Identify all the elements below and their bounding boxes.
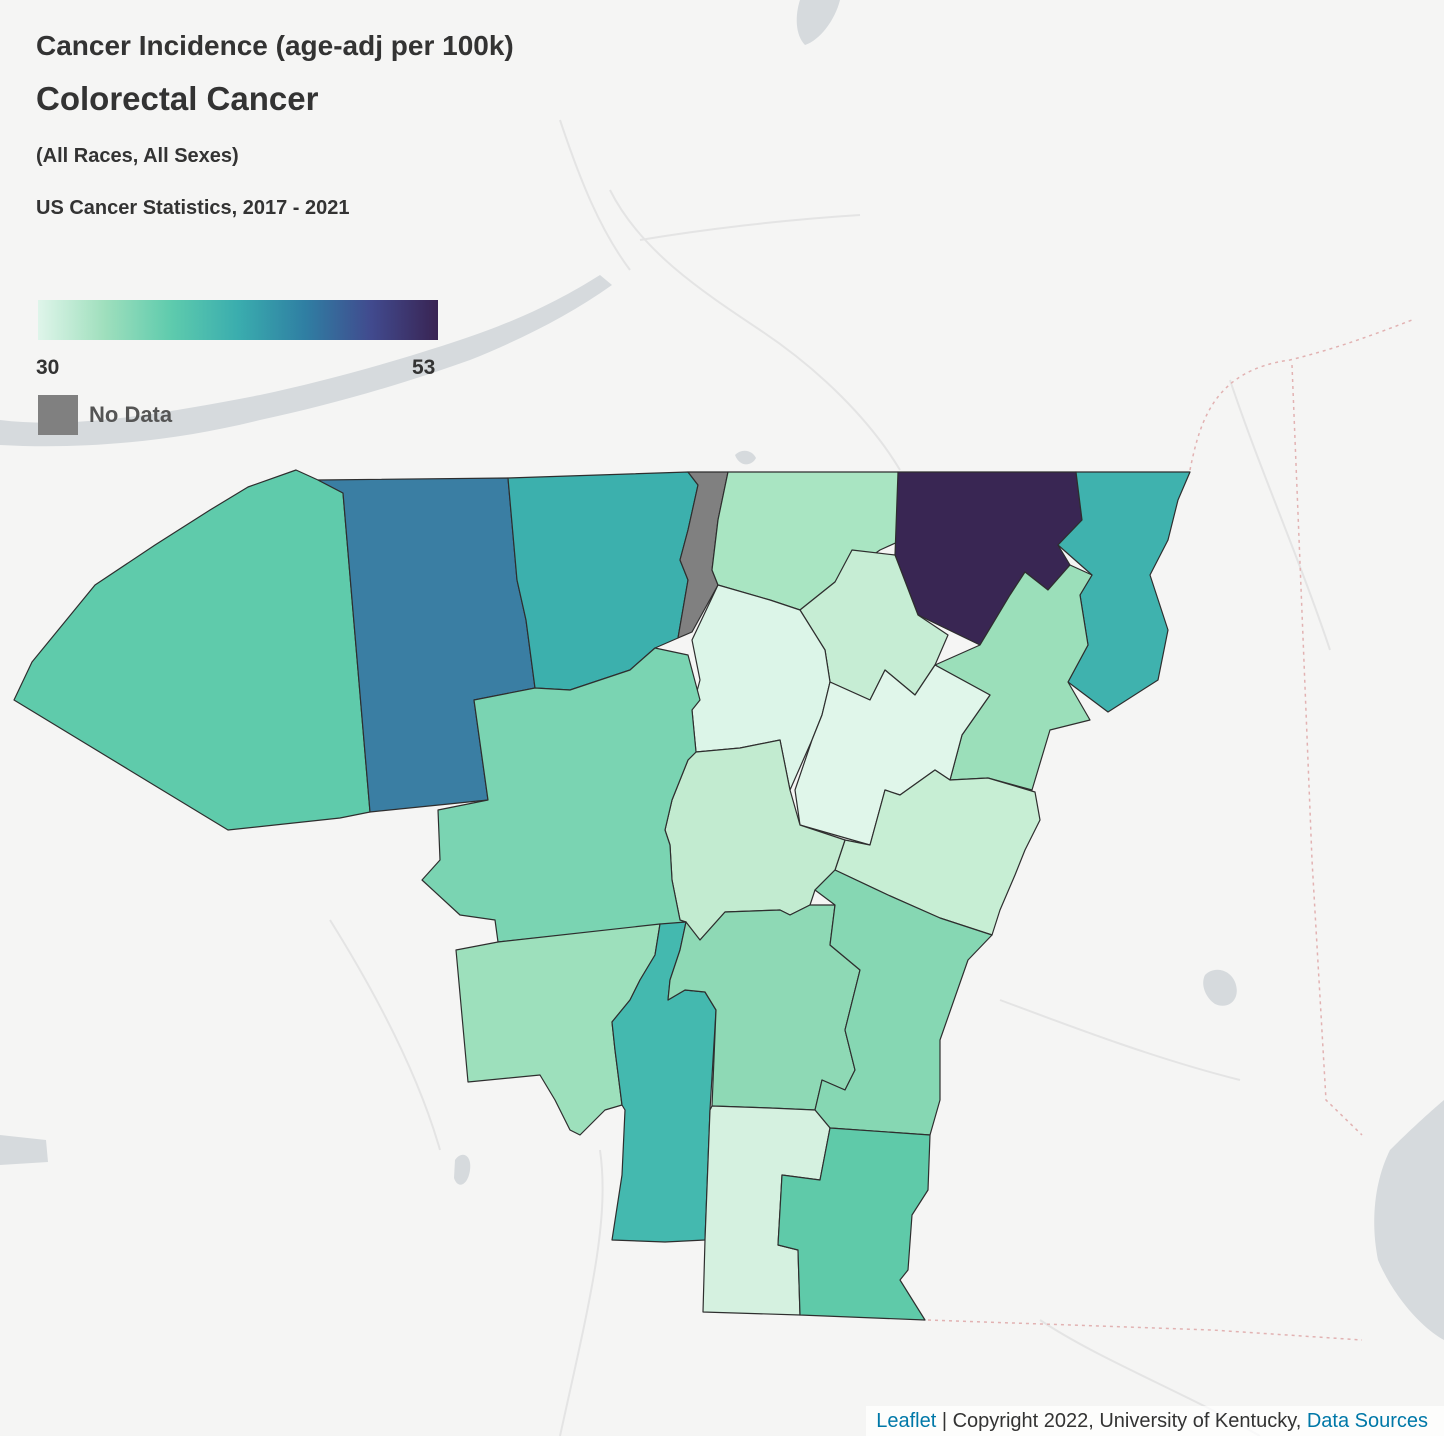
county-northeast-edge[interactable]	[1057, 471, 1191, 713]
county-layer	[13, 469, 1191, 1321]
basemap-roads	[329, 119, 1331, 1436]
ramp-min-label: 30	[36, 356, 60, 379]
ramp-max-label: 53	[412, 356, 436, 379]
cancer-type-title: Colorectal Cancer	[36, 80, 319, 117]
map-attribution: Leaflet | Copyright 2022, University of …	[866, 1406, 1444, 1436]
no-data-label: No Data	[89, 402, 173, 427]
map-title: Cancer Incidence (age-adj per 100k)	[36, 30, 514, 61]
state-border	[927, 319, 1413, 1341]
demographic-label: (All Races, All Sexes)	[36, 145, 239, 167]
county-big-west-central[interactable]	[421, 647, 701, 943]
data-sources-link[interactable]: Data Sources	[1306, 1410, 1428, 1432]
no-data-swatch	[38, 395, 78, 435]
color-ramp	[38, 300, 438, 340]
data-source-label: US Cancer Statistics, 2017 - 2021	[36, 197, 350, 219]
county-southernmost-east[interactable]	[777, 1127, 931, 1321]
county-far-west[interactable]	[13, 469, 371, 831]
leaflet-link[interactable]: Leaflet	[876, 1410, 937, 1432]
copyright-text: | Copyright 2022, University of Kentucky…	[936, 1410, 1307, 1432]
